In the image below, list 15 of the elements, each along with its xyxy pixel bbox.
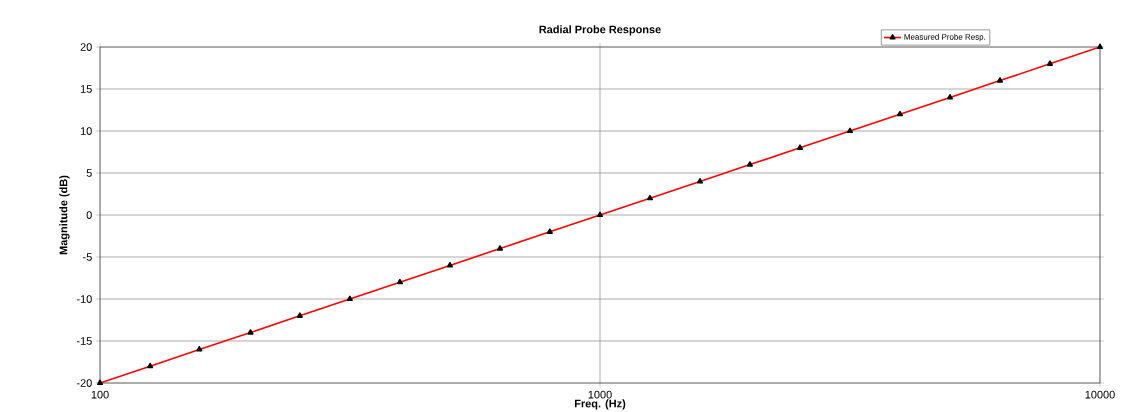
x-tick-label: 100 <box>91 390 109 399</box>
y-tick-label: 5 <box>86 169 92 177</box>
x-axis-title: Freq. (Hz) <box>574 399 626 410</box>
y-tick-label: -5 <box>83 253 92 261</box>
y-tick-label: -20 <box>76 379 92 387</box>
y-tick-label: -15 <box>76 337 92 345</box>
y-axis-title: Magnitude (dB) <box>59 175 70 255</box>
chart-title: Radial Probe Response <box>539 25 661 36</box>
y-tick-label: 0 <box>86 211 92 219</box>
y-tick-label: -10 <box>76 295 92 303</box>
y-tick-label: 20 <box>80 43 92 51</box>
y-tick-label: 15 <box>80 85 92 93</box>
x-tick-label: 1000 <box>588 390 612 399</box>
x-tick-label: 10000 <box>1085 390 1115 399</box>
y-tick-label: 10 <box>80 127 92 135</box>
